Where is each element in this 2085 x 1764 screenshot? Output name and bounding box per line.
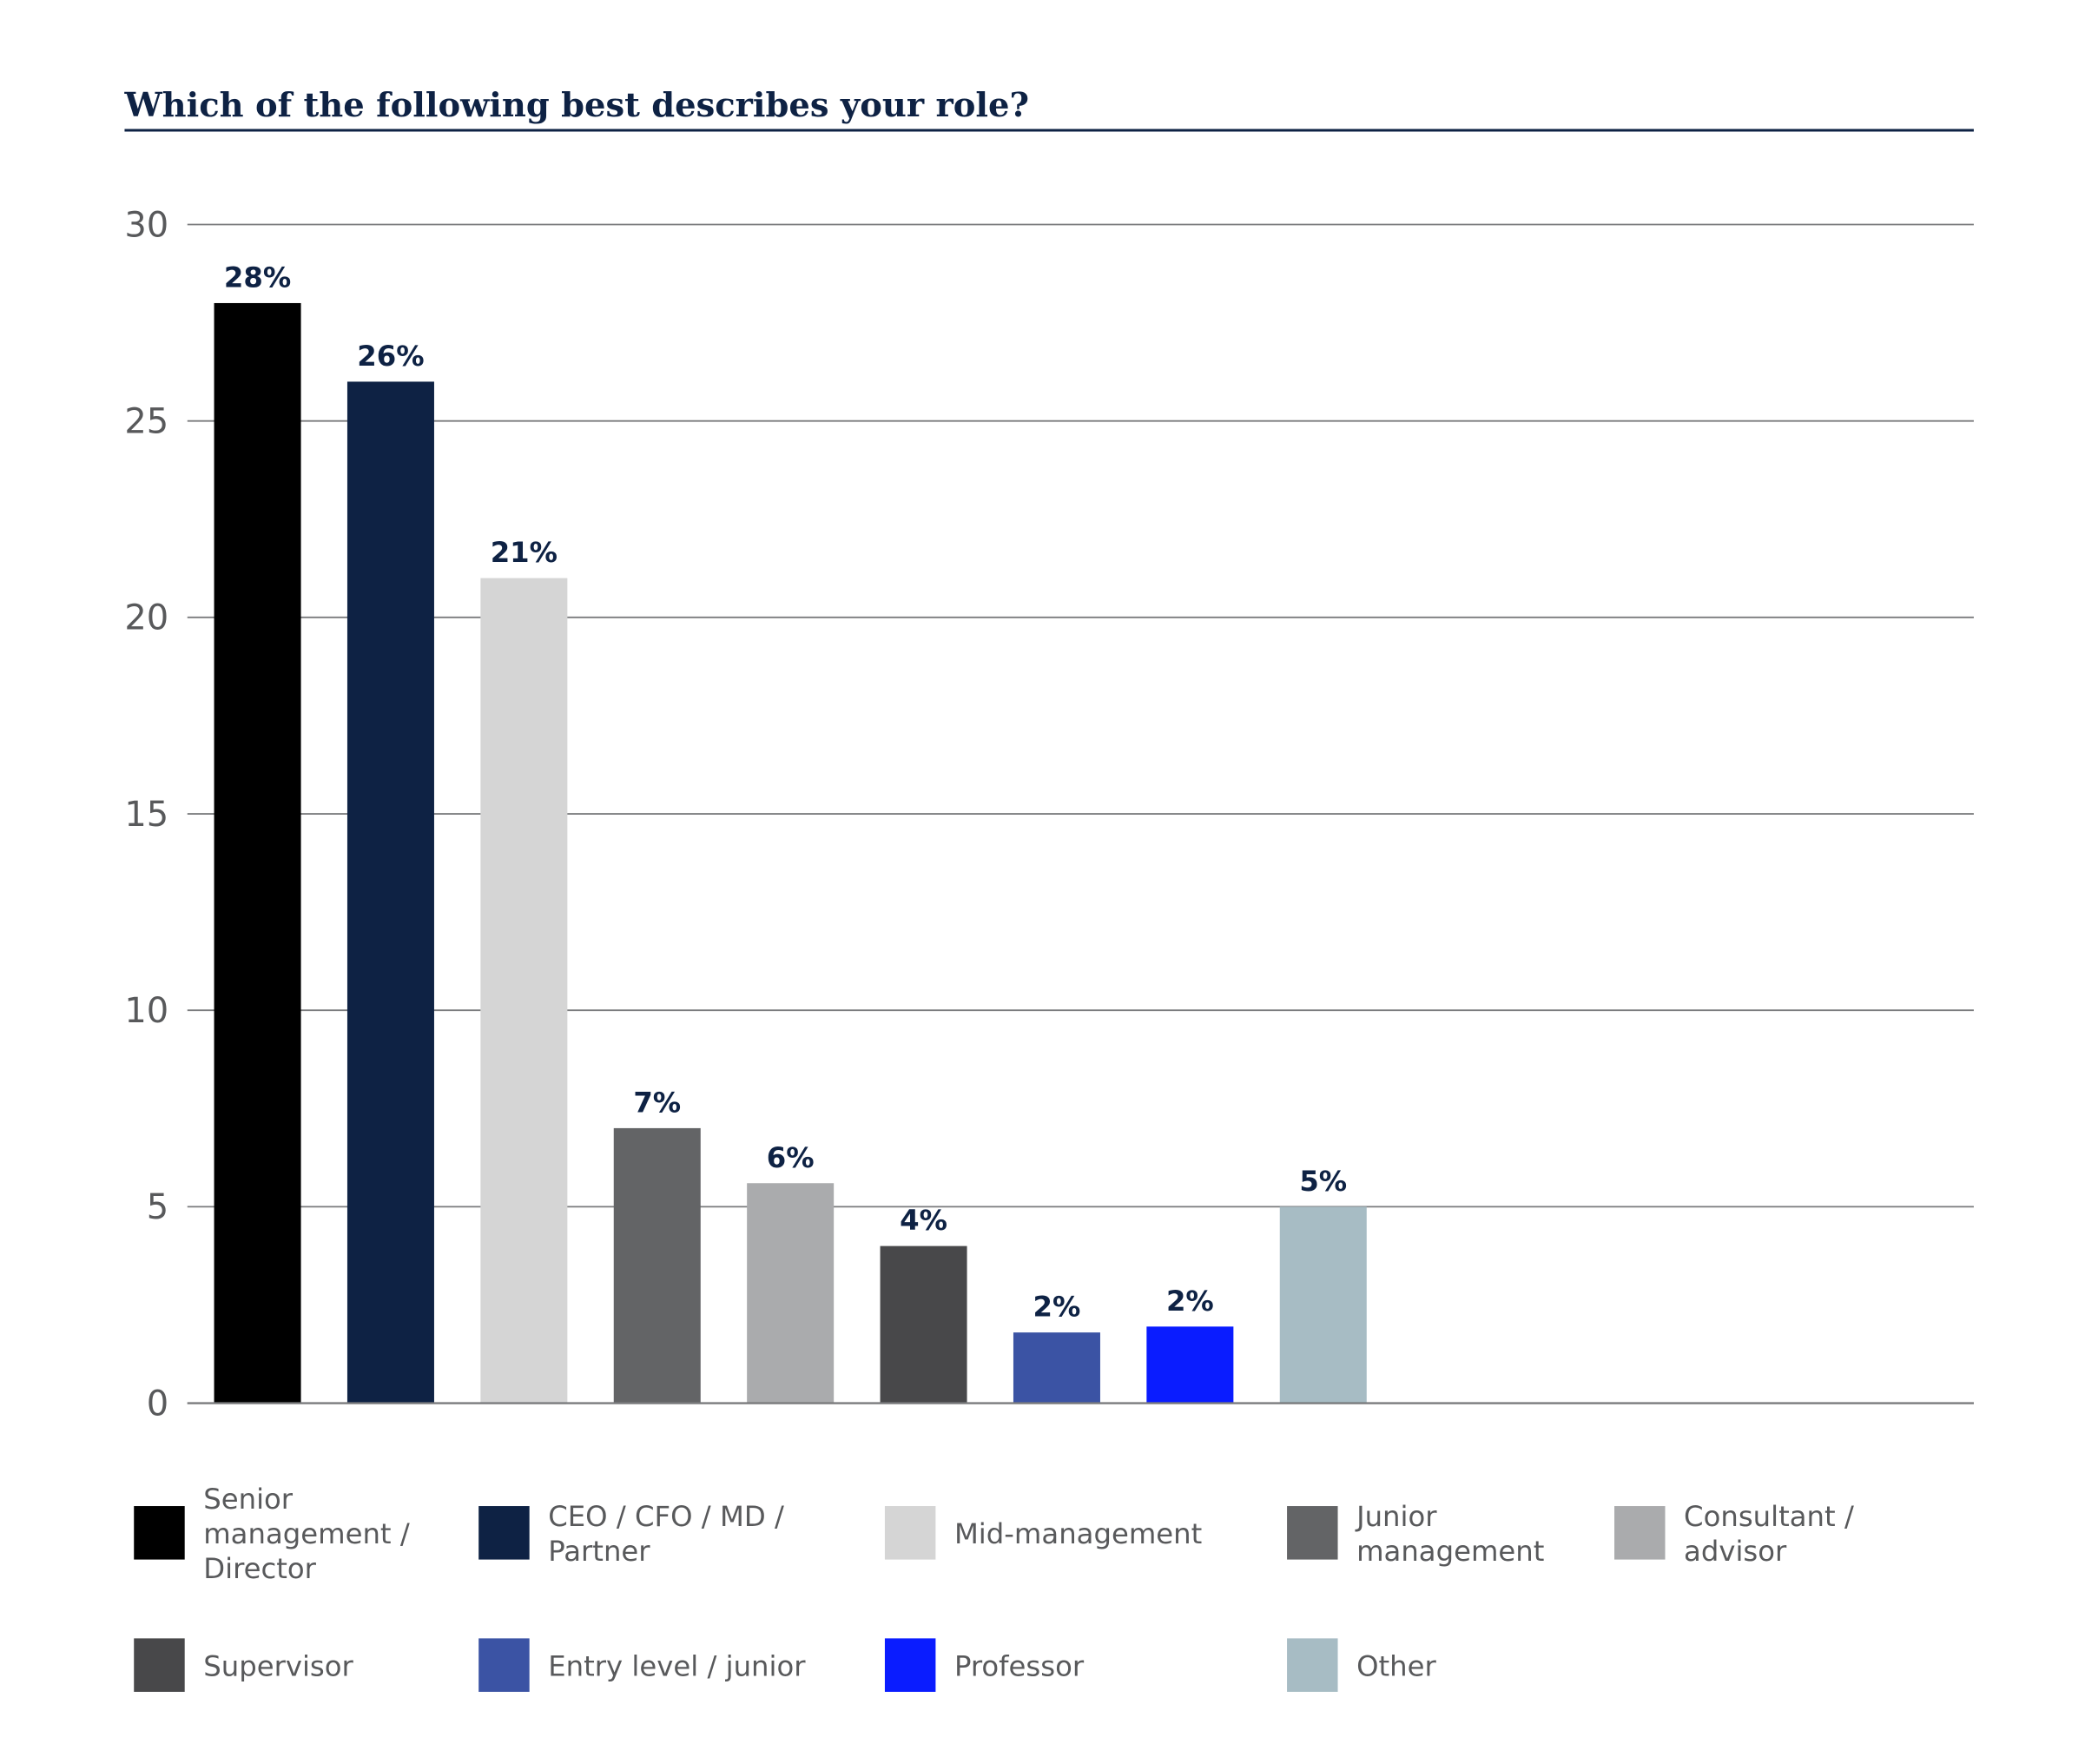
bar — [1013, 1332, 1100, 1404]
bar — [346, 381, 434, 1404]
data-label: 28% — [224, 261, 291, 294]
legend-label: management — [1356, 1535, 1544, 1568]
legend-label: Junior — [1355, 1500, 1437, 1533]
bar — [880, 1245, 967, 1404]
legend-swatch — [884, 1506, 936, 1560]
y-tick-label: 10 — [124, 991, 168, 1031]
legend-item: Mid-management — [884, 1506, 1202, 1560]
legend-item: Entry level / junior — [478, 1638, 806, 1692]
legend-label: CEO / CFO / MD / — [548, 1500, 784, 1533]
legend-swatch — [478, 1506, 530, 1560]
y-tick-label: 5 — [147, 1187, 168, 1227]
y-tick-label: 25 — [124, 402, 168, 442]
bar — [613, 1127, 701, 1404]
data-label: 2% — [1033, 1291, 1081, 1324]
data-label: 5% — [1299, 1165, 1347, 1198]
legend-swatch — [1614, 1506, 1666, 1560]
data-label: 21% — [491, 536, 558, 569]
legend-label: Partner — [548, 1535, 650, 1568]
legend-label: Supervisor — [203, 1649, 353, 1682]
data-label: 4% — [900, 1204, 947, 1237]
y-tick-label: 20 — [124, 598, 168, 638]
legend-label: Mid-management — [954, 1517, 1202, 1550]
legend-item: Supervisor — [134, 1638, 354, 1692]
legend-swatch — [478, 1638, 530, 1692]
data-label: 2% — [1166, 1285, 1214, 1318]
bar — [480, 578, 568, 1404]
bar — [747, 1183, 835, 1404]
legend-swatch — [134, 1638, 185, 1692]
chart-title: Which of the following best describes yo… — [123, 86, 1029, 125]
y-tick-label: 0 — [147, 1384, 168, 1424]
legend-item: Other — [1287, 1638, 1437, 1692]
legend-label: Entry level / junior — [548, 1649, 806, 1682]
data-label: 7% — [633, 1086, 681, 1119]
legend-item: Professor — [884, 1638, 1085, 1692]
data-label: 6% — [767, 1141, 815, 1174]
legend-item: Consultant /advisor — [1614, 1500, 1854, 1568]
legend-swatch — [1287, 1506, 1338, 1560]
legend-label: advisor — [1684, 1535, 1787, 1568]
bar — [1146, 1326, 1234, 1404]
bar — [1279, 1206, 1367, 1404]
legend-swatch — [884, 1638, 936, 1692]
legend-label: management / — [203, 1517, 410, 1550]
legend-label: Director — [203, 1552, 316, 1585]
legend-label: Other — [1356, 1649, 1436, 1682]
legend-item: CEO / CFO / MD /Partner — [478, 1500, 784, 1568]
legend-label: Professor — [954, 1649, 1085, 1682]
legend-label: Consultant / — [1684, 1500, 1854, 1533]
data-label: 26% — [357, 340, 424, 373]
bar — [214, 302, 301, 1404]
legend-swatch — [1287, 1638, 1338, 1692]
legend-swatch — [134, 1506, 185, 1560]
y-tick-label: 15 — [124, 795, 168, 835]
legend-label: Senior — [203, 1483, 294, 1516]
y-tick-label: 30 — [124, 205, 168, 245]
